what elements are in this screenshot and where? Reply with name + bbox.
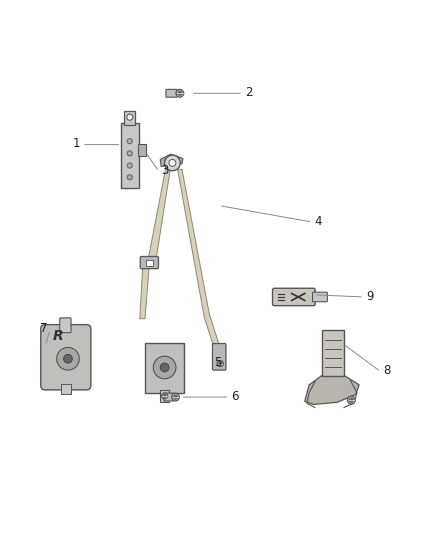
FancyBboxPatch shape xyxy=(41,325,91,390)
Text: R: R xyxy=(53,329,63,343)
FancyBboxPatch shape xyxy=(140,256,159,269)
Text: 3: 3 xyxy=(161,164,169,177)
FancyBboxPatch shape xyxy=(145,343,184,393)
Circle shape xyxy=(153,356,176,379)
FancyBboxPatch shape xyxy=(313,292,327,302)
FancyBboxPatch shape xyxy=(146,260,153,265)
Circle shape xyxy=(160,363,169,372)
Circle shape xyxy=(169,159,176,166)
Polygon shape xyxy=(305,375,359,405)
Circle shape xyxy=(127,163,132,168)
Circle shape xyxy=(162,393,168,399)
FancyBboxPatch shape xyxy=(124,111,135,125)
Circle shape xyxy=(127,175,132,180)
Circle shape xyxy=(174,395,177,399)
FancyBboxPatch shape xyxy=(160,390,170,401)
FancyBboxPatch shape xyxy=(322,329,344,376)
FancyBboxPatch shape xyxy=(120,123,139,188)
Circle shape xyxy=(172,393,180,401)
Text: 2: 2 xyxy=(245,86,253,99)
Text: 9: 9 xyxy=(366,289,374,303)
Circle shape xyxy=(217,360,223,367)
Circle shape xyxy=(347,396,355,404)
Circle shape xyxy=(127,139,132,144)
Text: 8: 8 xyxy=(383,365,390,377)
FancyBboxPatch shape xyxy=(138,144,146,156)
Circle shape xyxy=(219,362,222,365)
FancyBboxPatch shape xyxy=(272,288,315,305)
Polygon shape xyxy=(160,154,183,166)
Circle shape xyxy=(165,155,180,171)
Circle shape xyxy=(350,398,353,402)
Polygon shape xyxy=(178,169,223,360)
FancyBboxPatch shape xyxy=(212,344,226,370)
Text: 6: 6 xyxy=(232,390,239,403)
Circle shape xyxy=(178,92,182,95)
Circle shape xyxy=(176,90,184,97)
Circle shape xyxy=(64,354,72,363)
Text: 4: 4 xyxy=(315,215,322,228)
Text: 1: 1 xyxy=(72,138,80,150)
Circle shape xyxy=(127,114,133,120)
FancyBboxPatch shape xyxy=(61,384,71,394)
Text: 7: 7 xyxy=(40,322,48,335)
Circle shape xyxy=(57,348,79,370)
Text: 5: 5 xyxy=(214,356,222,369)
Circle shape xyxy=(163,394,166,397)
FancyBboxPatch shape xyxy=(60,318,71,333)
FancyBboxPatch shape xyxy=(166,90,177,97)
Circle shape xyxy=(127,151,132,156)
Polygon shape xyxy=(140,169,170,319)
FancyBboxPatch shape xyxy=(164,393,174,401)
